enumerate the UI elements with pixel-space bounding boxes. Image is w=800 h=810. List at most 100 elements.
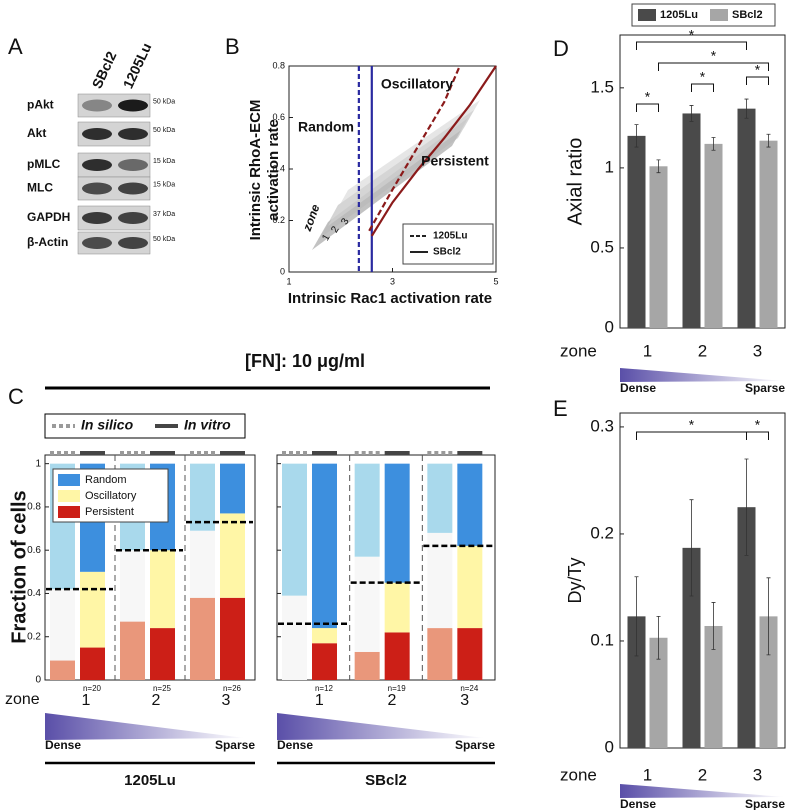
blot-band xyxy=(82,99,112,112)
y-tick-label: 1 xyxy=(605,157,614,176)
significance-star: * xyxy=(711,48,717,64)
y-axis-label: Dy/Ty xyxy=(565,557,585,603)
legend-box xyxy=(631,3,776,27)
x-tick-label: 3 xyxy=(390,276,395,286)
kda-label: 50 kDa xyxy=(153,236,175,243)
group-label: SBcl2 xyxy=(365,772,407,789)
x-axis-label: zone xyxy=(560,765,597,784)
y-tick-label: 0.2 xyxy=(272,215,285,225)
kda-label: 50 kDa xyxy=(153,98,175,105)
y-tick-label: 0.1 xyxy=(590,630,614,649)
zone-number: 3 xyxy=(339,216,352,227)
bar-segment xyxy=(190,463,215,531)
curve xyxy=(370,65,497,237)
significance-star: * xyxy=(645,89,651,105)
legend-label: Oscillatory xyxy=(85,490,137,502)
significance-bracket xyxy=(658,62,769,71)
error-bar xyxy=(634,124,639,148)
gradient-label: Sparse xyxy=(745,381,785,395)
error-bar xyxy=(711,602,716,650)
bar-segment xyxy=(220,513,245,598)
panel-letter: B xyxy=(225,34,240,59)
significance-star: * xyxy=(755,62,761,78)
error-bar xyxy=(744,98,749,119)
y-axis-label: Intrinsic RhoA-ECM xyxy=(247,100,264,241)
y-tick-label: 0.4 xyxy=(272,163,285,173)
bar xyxy=(704,143,723,328)
n-label: n=20 xyxy=(83,684,102,693)
significance-bracket xyxy=(636,103,659,112)
y-tick-label: 0.6 xyxy=(272,112,285,122)
bar xyxy=(737,108,756,329)
y-tick-label: 0.4 xyxy=(27,588,41,599)
n-label: n=26 xyxy=(223,684,242,693)
bar-segment xyxy=(50,660,75,680)
error-bar xyxy=(689,499,694,597)
curve xyxy=(368,65,461,232)
y-axis-label: Fraction of cells xyxy=(8,490,30,643)
bar-segment xyxy=(427,628,453,680)
bar-segment xyxy=(312,463,337,629)
n-label: n=25 xyxy=(153,684,172,693)
blot-row-label: Akt xyxy=(27,126,46,140)
bar-segment xyxy=(457,628,483,680)
lane-label: 1205Lu xyxy=(120,40,155,90)
legend-swatch xyxy=(58,474,80,486)
error-bar xyxy=(744,458,749,556)
density-gradient xyxy=(620,784,785,798)
bar-segment xyxy=(384,582,410,633)
bar-segment xyxy=(457,545,483,629)
density-gradient xyxy=(277,713,485,740)
x-tick-label: 1 xyxy=(643,765,652,784)
blot-row-label: MLC xyxy=(27,181,53,195)
bar-segment xyxy=(220,463,245,514)
zone-number: 2 xyxy=(329,224,342,235)
bar xyxy=(649,637,668,748)
x-tick-label: 1 xyxy=(286,276,291,286)
bar-segment xyxy=(427,463,453,533)
y-tick-label: 0 xyxy=(35,675,41,686)
group-label: 1205Lu xyxy=(124,772,176,789)
bar-segment xyxy=(384,463,410,583)
zone-title: zone xyxy=(300,202,323,234)
chart-title: [FN]: 10 μg/ml xyxy=(245,351,365,371)
bar-segment xyxy=(80,571,105,648)
bar-segment xyxy=(457,463,483,546)
blot-band xyxy=(82,159,112,171)
bar-segment xyxy=(80,647,105,680)
significance-star: * xyxy=(689,417,695,433)
significance-bracket xyxy=(746,431,769,440)
x-tick-label: 1 xyxy=(82,692,91,709)
bar xyxy=(627,135,646,328)
kda-label: 50 kDa xyxy=(153,127,175,134)
bar xyxy=(682,547,701,748)
x-tick-label: 5 xyxy=(493,276,498,286)
kda-label: 15 kDa xyxy=(153,158,175,165)
bar-segment xyxy=(312,628,337,644)
y-tick-label: 0 xyxy=(605,737,614,756)
significance-bracket xyxy=(636,41,747,50)
bar xyxy=(627,616,646,748)
density-gradient xyxy=(620,368,785,382)
x-axis-label: zone xyxy=(5,691,40,708)
y-tick-label: 0.8 xyxy=(272,60,285,70)
bar xyxy=(682,113,701,328)
blot-row-label: pMLC xyxy=(27,157,61,171)
bar-segment xyxy=(190,530,215,598)
blot-band xyxy=(118,212,148,224)
significance-star: * xyxy=(689,27,695,43)
y-tick-label: 0.2 xyxy=(27,631,41,642)
x-tick-label: 1 xyxy=(643,341,652,360)
blot-band xyxy=(82,182,112,195)
bar xyxy=(759,140,778,328)
legend-box xyxy=(402,223,494,265)
method-legend-label: In vitro xyxy=(184,417,231,433)
x-axis-label: Intrinsic Rac1 activation rate xyxy=(288,290,492,307)
blot-row-label: pAkt xyxy=(27,98,54,112)
y-tick-label: 0 xyxy=(280,266,285,276)
method-legend-box xyxy=(44,413,246,439)
legend-swatch xyxy=(638,9,656,21)
gradient-label: Sparse xyxy=(455,738,495,752)
zone-band xyxy=(328,100,480,226)
legend-label: SBcl2 xyxy=(433,247,461,258)
